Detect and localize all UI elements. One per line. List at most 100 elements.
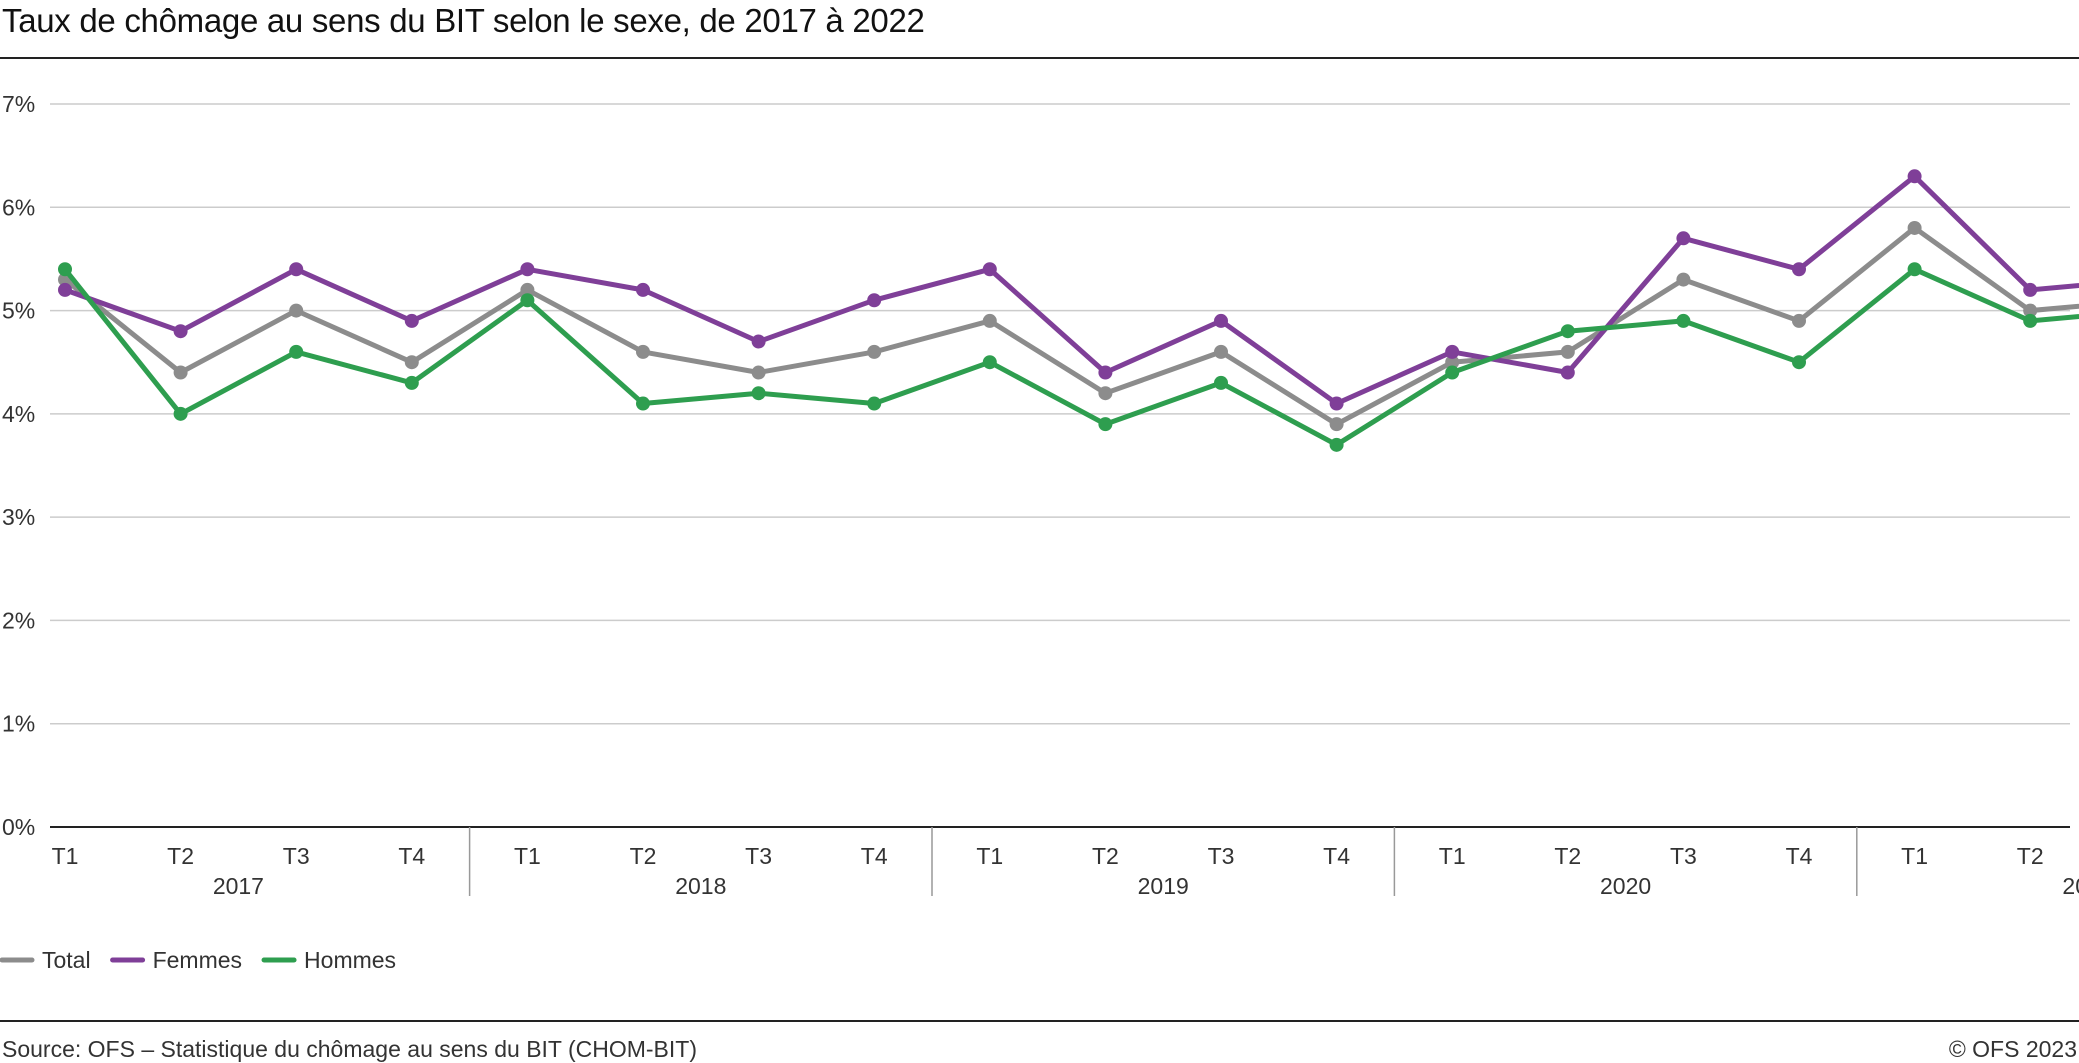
data-point-total [2023, 303, 2038, 318]
data-point-femmes [1329, 396, 1344, 411]
data-point-femmes [1214, 313, 1228, 328]
x-tick-label: T2 [1554, 843, 1581, 869]
copyright-note: © OFS 2023 [1948, 1036, 2077, 1062]
data-point-hommes [1676, 313, 1691, 328]
x-tick-label: T1 [1901, 843, 1928, 869]
y-tick-label: 0% [2, 814, 35, 840]
data-point-femmes [1676, 231, 1691, 246]
data-point-total [1445, 355, 1460, 370]
y-tick-label: 1% [2, 711, 35, 737]
series-hommes [58, 262, 2079, 452]
x-tick-label: T3 [1670, 843, 1697, 869]
data-point-total [982, 313, 997, 328]
y-tick-label: 5% [2, 298, 35, 324]
data-point-total [1676, 272, 1691, 287]
data-point-femmes [289, 262, 304, 277]
data-point-total [867, 344, 882, 359]
legend-item-total: Total [0, 947, 91, 973]
legend-item-hommes: Hommes [261, 947, 396, 973]
x-tick-label: T4 [1786, 843, 1813, 869]
data-point-total [751, 365, 766, 380]
y-tick-label: 3% [2, 504, 35, 530]
data-point-total [1560, 344, 1575, 359]
series-line-total [62, 225, 2079, 427]
data-point-femmes [1792, 262, 1806, 277]
x-group-label: 2021 [2062, 873, 2079, 899]
data-point-femmes [1098, 365, 1113, 380]
x-tick-label: T3 [1208, 843, 1235, 869]
data-point-total [1098, 386, 1113, 401]
series-line-femmes [62, 173, 2079, 406]
data-point-femmes [520, 262, 535, 277]
legend-item-femmes: Femmes [110, 947, 242, 973]
data-point-hommes [1907, 262, 1922, 277]
data-point-hommes [982, 355, 997, 370]
x-tick-label: T1 [514, 843, 541, 869]
data-point-hommes [1792, 355, 1806, 370]
x-tick-label: T4 [398, 843, 425, 869]
x-group-label: 2019 [1138, 873, 1189, 899]
data-point-hommes [1098, 417, 1113, 432]
data-point-femmes [751, 334, 766, 349]
data-point-total [404, 355, 419, 370]
y-tick-label: 2% [2, 607, 35, 633]
data-point-hommes [520, 293, 535, 308]
legend-label-hommes: Hommes [304, 947, 396, 973]
data-point-hommes [1445, 365, 1460, 380]
data-point-femmes [867, 293, 882, 308]
data-point-total [289, 303, 304, 318]
data-point-hommes [2023, 313, 2038, 328]
data-point-total [636, 344, 650, 359]
data-point-femmes [404, 313, 419, 328]
x-tick-label: T4 [1323, 843, 1350, 869]
data-point-hommes [1560, 324, 1575, 339]
data-point-femmes [1445, 344, 1460, 359]
x-tick-label: T3 [745, 843, 772, 869]
x-tick-label: T2 [2017, 843, 2044, 869]
legend-label-femmes: Femmes [153, 947, 242, 973]
chart-title: Taux de chômage au sens du BIT selon le … [2, 2, 925, 39]
x-tick-label: T3 [283, 843, 310, 869]
data-point-femmes [1560, 365, 1575, 380]
series-line-hommes [62, 266, 2079, 448]
x-group-label: 2017 [213, 873, 264, 899]
x-group-label: 2020 [1600, 873, 1651, 899]
data-point-femmes [1907, 169, 1922, 184]
x-tick-label: T2 [1092, 843, 1119, 869]
data-point-femmes [982, 262, 997, 277]
data-point-hommes [173, 406, 188, 421]
x-tick-label: T2 [167, 843, 194, 869]
legend-label-total: Total [42, 947, 91, 973]
data-point-total [1214, 344, 1228, 359]
x-tick-label: T4 [861, 843, 888, 869]
y-tick-label: 4% [2, 401, 35, 427]
series-total [58, 220, 2079, 432]
data-point-hommes [636, 396, 650, 411]
data-point-femmes [58, 282, 72, 297]
x-tick-label: T1 [1439, 843, 1466, 869]
data-point-hommes [404, 375, 419, 390]
x-tick-label: T1 [976, 843, 1003, 869]
data-point-hommes [58, 262, 72, 277]
x-group-label: 2018 [675, 873, 726, 899]
data-point-femmes [173, 324, 188, 339]
y-tick-label: 6% [2, 194, 35, 220]
data-point-total [1792, 313, 1806, 328]
x-tick-label: T1 [52, 843, 79, 869]
data-point-total [1907, 220, 1922, 235]
data-point-hommes [289, 344, 304, 359]
y-tick-label: 7% [2, 91, 35, 117]
series-femmes [58, 169, 2079, 411]
source-note: Source: OFS – Statistique du chômage au … [2, 1036, 697, 1062]
data-point-total [1329, 417, 1344, 432]
x-tick-label: T2 [630, 843, 657, 869]
data-point-hommes [1214, 375, 1228, 390]
data-point-total [173, 365, 188, 380]
data-point-hommes [867, 396, 882, 411]
data-point-femmes [636, 282, 650, 297]
data-point-femmes [2023, 282, 2038, 297]
data-point-total [520, 282, 535, 297]
data-point-hommes [1329, 437, 1344, 452]
data-point-hommes [751, 386, 766, 401]
